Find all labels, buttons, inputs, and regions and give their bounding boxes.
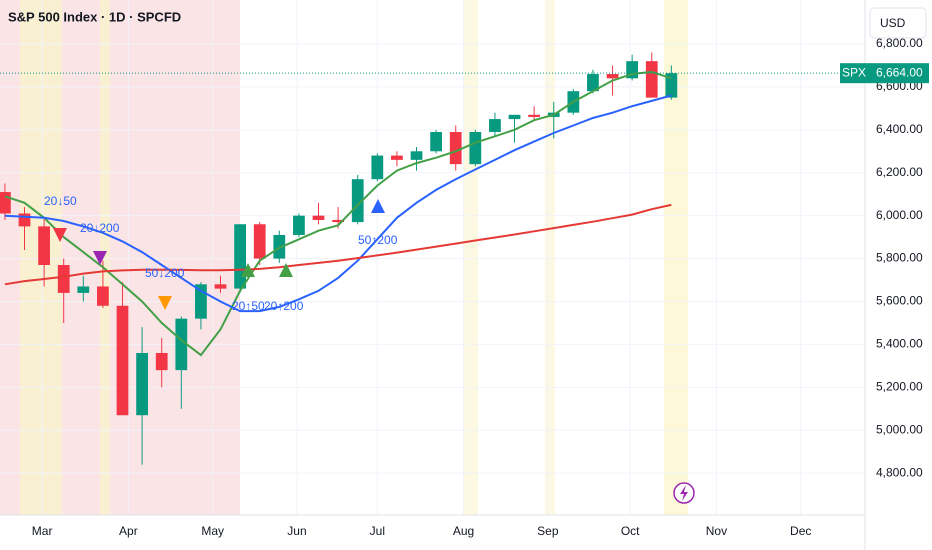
symbol-label: SPX	[842, 65, 866, 79]
candle-body	[195, 284, 207, 319]
signal-label: 20↑50	[232, 299, 265, 313]
candle-body	[645, 61, 658, 98]
candle-body	[430, 131, 443, 152]
symbol-tag	[840, 63, 869, 84]
candle-body	[391, 155, 403, 160]
candle-body	[410, 151, 423, 160]
x-tick-label: Apr	[119, 524, 138, 538]
y-tick-label: 5,800.00	[876, 251, 923, 265]
x-tick-label: Aug	[453, 524, 474, 538]
signal-label: 50↓200	[145, 266, 185, 280]
candle-body	[351, 179, 364, 223]
lightning-icon[interactable]	[673, 482, 695, 504]
y-tick-label: 6,800.00	[876, 36, 923, 50]
candle-body	[214, 284, 227, 289]
y-tick-label: 5,600.00	[876, 294, 923, 308]
moving-average	[4, 70, 672, 357]
signal-label: 20↓200	[80, 221, 120, 235]
y-tick-label: 6,200.00	[876, 165, 923, 179]
candle-body	[449, 131, 462, 165]
candle-body	[587, 74, 599, 92]
candle-body	[332, 219, 345, 223]
x-tick-label: Dec	[790, 524, 811, 538]
candle-body	[606, 74, 619, 79]
y-tick-label: 6,000.00	[876, 208, 923, 222]
last-price-label: 6,664.00	[876, 65, 923, 79]
candle-body	[293, 215, 305, 235]
candle-body	[116, 305, 129, 416]
candle-body	[665, 73, 678, 98]
y-tick-label: 5,000.00	[876, 422, 923, 436]
candle-body	[136, 352, 148, 416]
y-tick-label: 5,200.00	[876, 379, 923, 393]
candle-body	[508, 114, 521, 120]
currency[interactable]: USD	[880, 16, 906, 30]
candle-body	[175, 318, 188, 371]
signal-label: 50↑200	[358, 233, 398, 247]
candle-body	[155, 352, 168, 371]
x-tick-label: Oct	[621, 524, 640, 538]
candle-body	[253, 224, 266, 259]
x-tick-label: May	[201, 524, 224, 538]
y-tick-label: 6,400.00	[876, 122, 923, 136]
signal-label: 20↓50	[44, 194, 77, 208]
candle-body	[312, 215, 325, 220]
x-tick-label: Jul	[370, 524, 385, 538]
candle-body	[528, 114, 541, 117]
moving-average	[4, 203, 672, 286]
y-tick-label: 4,800.00	[876, 465, 923, 479]
x-tick-label: Nov	[706, 524, 727, 538]
y-tick-label: 5,400.00	[876, 337, 923, 351]
candle-body	[371, 155, 384, 180]
candle-body	[77, 286, 90, 293]
session-shading	[0, 0, 688, 515]
candle-body	[57, 265, 70, 293]
candle-body	[469, 131, 482, 165]
x-tick-label: Jun	[287, 524, 306, 538]
last-price-tag	[869, 63, 929, 84]
currency-box[interactable]	[869, 7, 927, 39]
candle-body	[489, 119, 501, 132]
candle-body	[97, 286, 109, 306]
moving-average	[4, 94, 672, 313]
candle-body	[626, 61, 639, 79]
candle-body	[38, 226, 50, 266]
x-tick-label: Mar	[32, 524, 53, 538]
signal-label: 20↑200	[264, 299, 304, 313]
candle-body	[0, 192, 11, 214]
chart-title: S&P 500 Index · 1D · SPCFD	[8, 9, 181, 24]
candle-body	[234, 224, 246, 289]
x-tick-label: Sep	[537, 524, 559, 538]
signal-markers	[53, 199, 385, 310]
candle-body	[18, 213, 31, 227]
